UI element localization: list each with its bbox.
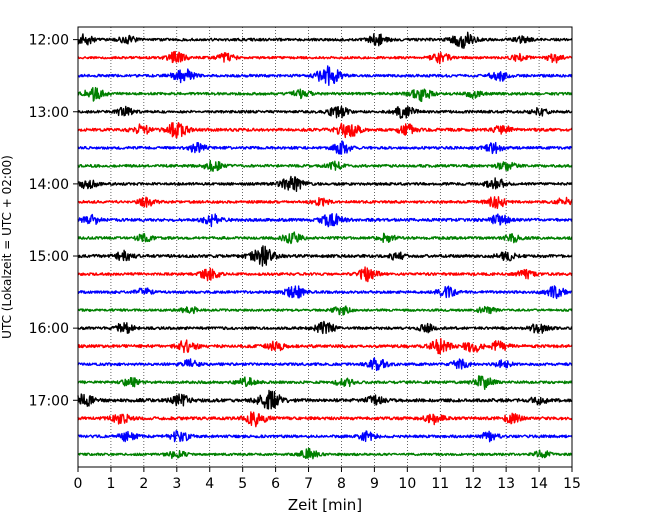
trace-1730 bbox=[77, 430, 573, 443]
trace-1515 bbox=[77, 266, 573, 283]
trace-1630 bbox=[77, 357, 573, 372]
x-tick-label: 8 bbox=[337, 476, 346, 492]
trace-1300 bbox=[77, 105, 573, 119]
x-tick-label: 0 bbox=[74, 476, 83, 492]
trace-1445 bbox=[77, 231, 573, 245]
x-tick-label: 15 bbox=[563, 476, 581, 492]
trace-1315 bbox=[77, 121, 573, 139]
x-tick-label: 7 bbox=[304, 476, 313, 492]
trace-1715 bbox=[77, 411, 573, 428]
grid-lines bbox=[110, 27, 540, 467]
x-axis-ticks: 0 1 2 3 4 5 6 7 8 9 10 11 12 13 14 15 bbox=[74, 467, 581, 492]
y-tick-label: 14:00 bbox=[29, 177, 69, 193]
y-tick-label: 15:00 bbox=[29, 249, 69, 265]
trace-1430 bbox=[77, 213, 573, 228]
plot-frame bbox=[77, 26, 573, 468]
x-tick-label: 4 bbox=[205, 476, 214, 492]
trace-1330 bbox=[77, 140, 573, 155]
x-tick-label: 14 bbox=[530, 476, 548, 492]
x-tick-label: 13 bbox=[497, 476, 515, 492]
y-axis-ticks: 12:00 13:00 14:00 15:00 16:00 17:00 bbox=[29, 33, 78, 409]
trace-1645 bbox=[77, 375, 573, 390]
seismic-traces bbox=[77, 31, 573, 460]
x-tick-label: 9 bbox=[370, 476, 379, 492]
trace-1415 bbox=[77, 196, 573, 210]
trace-1345 bbox=[77, 159, 573, 172]
trace-1230 bbox=[77, 65, 573, 86]
trace-1200 bbox=[77, 31, 573, 49]
x-axis-label: Zeit [min] bbox=[288, 496, 362, 514]
trace-1600 bbox=[77, 320, 573, 335]
x-tick-label: 3 bbox=[172, 476, 181, 492]
x-tick-label: 12 bbox=[464, 476, 482, 492]
trace-1545 bbox=[77, 305, 573, 316]
y-tick-label: 17:00 bbox=[29, 393, 69, 409]
x-tick-label: 5 bbox=[238, 476, 247, 492]
x-tick-label: 1 bbox=[106, 476, 115, 492]
x-tick-label: 11 bbox=[431, 476, 449, 492]
trace-1615 bbox=[77, 337, 573, 355]
trace-1745 bbox=[77, 447, 573, 460]
trace-1400 bbox=[77, 175, 573, 193]
trace-1245 bbox=[77, 86, 573, 103]
trace-1530 bbox=[77, 285, 573, 300]
trace-1215 bbox=[77, 50, 573, 65]
x-tick-label: 10 bbox=[398, 476, 416, 492]
trace-1700 bbox=[77, 389, 573, 410]
x-tick-label: 6 bbox=[271, 476, 280, 492]
trace-1500 bbox=[77, 245, 573, 267]
y-tick-label: 13:00 bbox=[29, 105, 69, 121]
y-tick-label: 12:00 bbox=[29, 33, 69, 49]
y-tick-label: 16:00 bbox=[29, 321, 69, 337]
x-tick-label: 2 bbox=[139, 476, 148, 492]
y-axis-label: UTC (Lokalzeit = UTC + 02:00) bbox=[0, 155, 14, 339]
